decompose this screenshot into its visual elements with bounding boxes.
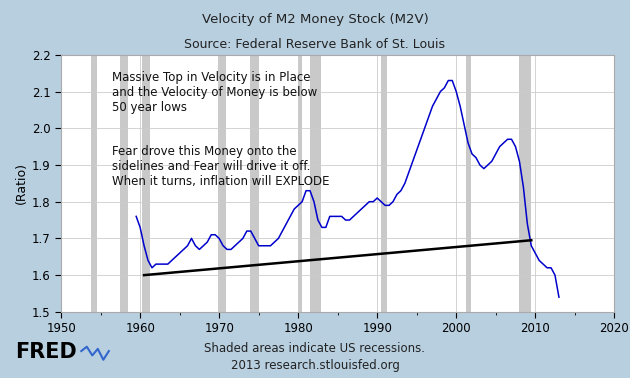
Bar [310, 55, 321, 312]
Bar [298, 55, 302, 312]
Y-axis label: (Ratio): (Ratio) [14, 162, 28, 204]
Text: Fear drove this Money onto the
sidelines and Fear will drive it off.
When it tur: Fear drove this Money onto the sidelines… [113, 145, 330, 188]
Bar [219, 55, 226, 312]
Bar [142, 55, 150, 312]
Bar [381, 55, 387, 312]
Text: 2013 research.stlouisfed.org: 2013 research.stlouisfed.org [231, 359, 399, 372]
Bar [120, 55, 129, 312]
Bar [91, 55, 96, 312]
Bar [466, 55, 471, 312]
Text: FRED: FRED [15, 342, 77, 363]
Bar [250, 55, 259, 312]
Text: Shaded areas indicate US recessions.: Shaded areas indicate US recessions. [205, 342, 425, 355]
Bar [518, 55, 531, 312]
Text: Massive Top in Velocity is in Place
and the Velocity of Money is below
50 year l: Massive Top in Velocity is in Place and … [113, 71, 318, 114]
Text: Velocity of M2 Money Stock (M2V): Velocity of M2 Money Stock (M2V) [202, 13, 428, 26]
Text: Source: Federal Reserve Bank of St. Louis: Source: Federal Reserve Bank of St. Loui… [185, 38, 445, 51]
